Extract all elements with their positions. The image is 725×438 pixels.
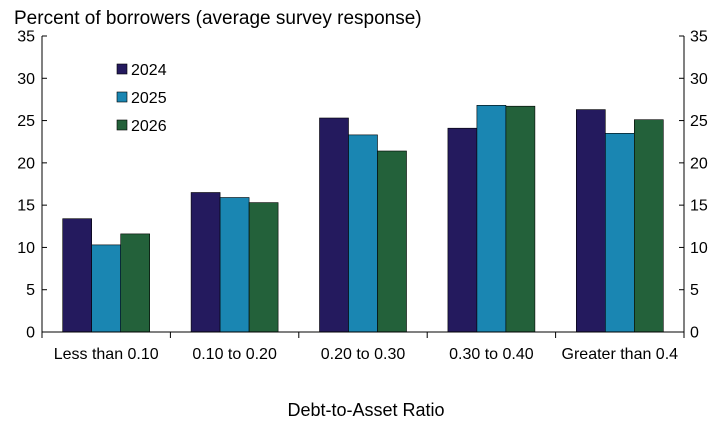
bar-2025-4 [476, 105, 507, 333]
bar-2025-2 [219, 197, 250, 333]
bar-2024-4 [447, 127, 478, 333]
bar-2024-3 [319, 117, 349, 333]
legend-entry-2024: 2024 [116, 62, 167, 79]
y-tick-label-right: 25 [690, 113, 708, 130]
legend-entry-2026: 2026 [116, 118, 167, 135]
legend-swatch [116, 119, 128, 131]
y-tick-label-left: 35 [17, 29, 35, 46]
y-tick-label-right: 15 [690, 198, 708, 215]
y-tick-label-left: 10 [17, 240, 35, 257]
y-tick-label-left: 0 [26, 325, 35, 342]
y-tick-label-right: 10 [690, 240, 708, 257]
bar-2024-1 [62, 218, 93, 333]
y-tick-label-left: 30 [17, 71, 35, 88]
legend-swatch [116, 63, 128, 75]
x-tick-label: Less than 0.10 [54, 346, 159, 363]
y-tick-label-left: 20 [17, 155, 35, 172]
bar-2025-5 [604, 133, 635, 333]
bar-2024-2 [190, 192, 221, 333]
y-tick-label-right: 5 [690, 282, 699, 299]
bar-2026-5 [633, 119, 664, 333]
y-tick-label-right: 0 [690, 325, 699, 342]
legend-label: 2026 [131, 118, 167, 135]
x-tick-label: 0.20 to 0.30 [321, 346, 406, 363]
bar-2024-5 [575, 109, 606, 333]
y-axis-title: Percent of borrowers (average survey res… [14, 8, 422, 29]
x-tick-label: 0.10 to 0.20 [192, 346, 277, 363]
bar-2025-3 [348, 134, 378, 333]
y-tick-label-right: 20 [690, 155, 708, 172]
y-tick-label-left: 5 [26, 282, 35, 299]
legend-label: 2024 [131, 62, 167, 79]
x-axis-title: Debt-to-Asset Ratio [287, 400, 444, 420]
legend-swatch [116, 91, 128, 103]
x-tick-label: 0.30 to 0.40 [449, 346, 534, 363]
y-tick-label-right: 35 [690, 29, 708, 46]
y-tick-label-left: 25 [17, 113, 35, 130]
bar-2026-4 [505, 105, 536, 333]
bar-2026-2 [248, 202, 279, 333]
x-tick-label: Greater than 0.4 [562, 346, 679, 363]
legend-label: 2025 [131, 90, 167, 107]
legend-entry-2025: 2025 [116, 90, 167, 107]
bar-2026-3 [377, 150, 407, 333]
bar-2025-1 [91, 244, 121, 333]
bar-2026-1 [120, 233, 150, 333]
y-tick-label-right: 30 [690, 71, 708, 88]
y-tick-label-left: 15 [17, 198, 35, 215]
